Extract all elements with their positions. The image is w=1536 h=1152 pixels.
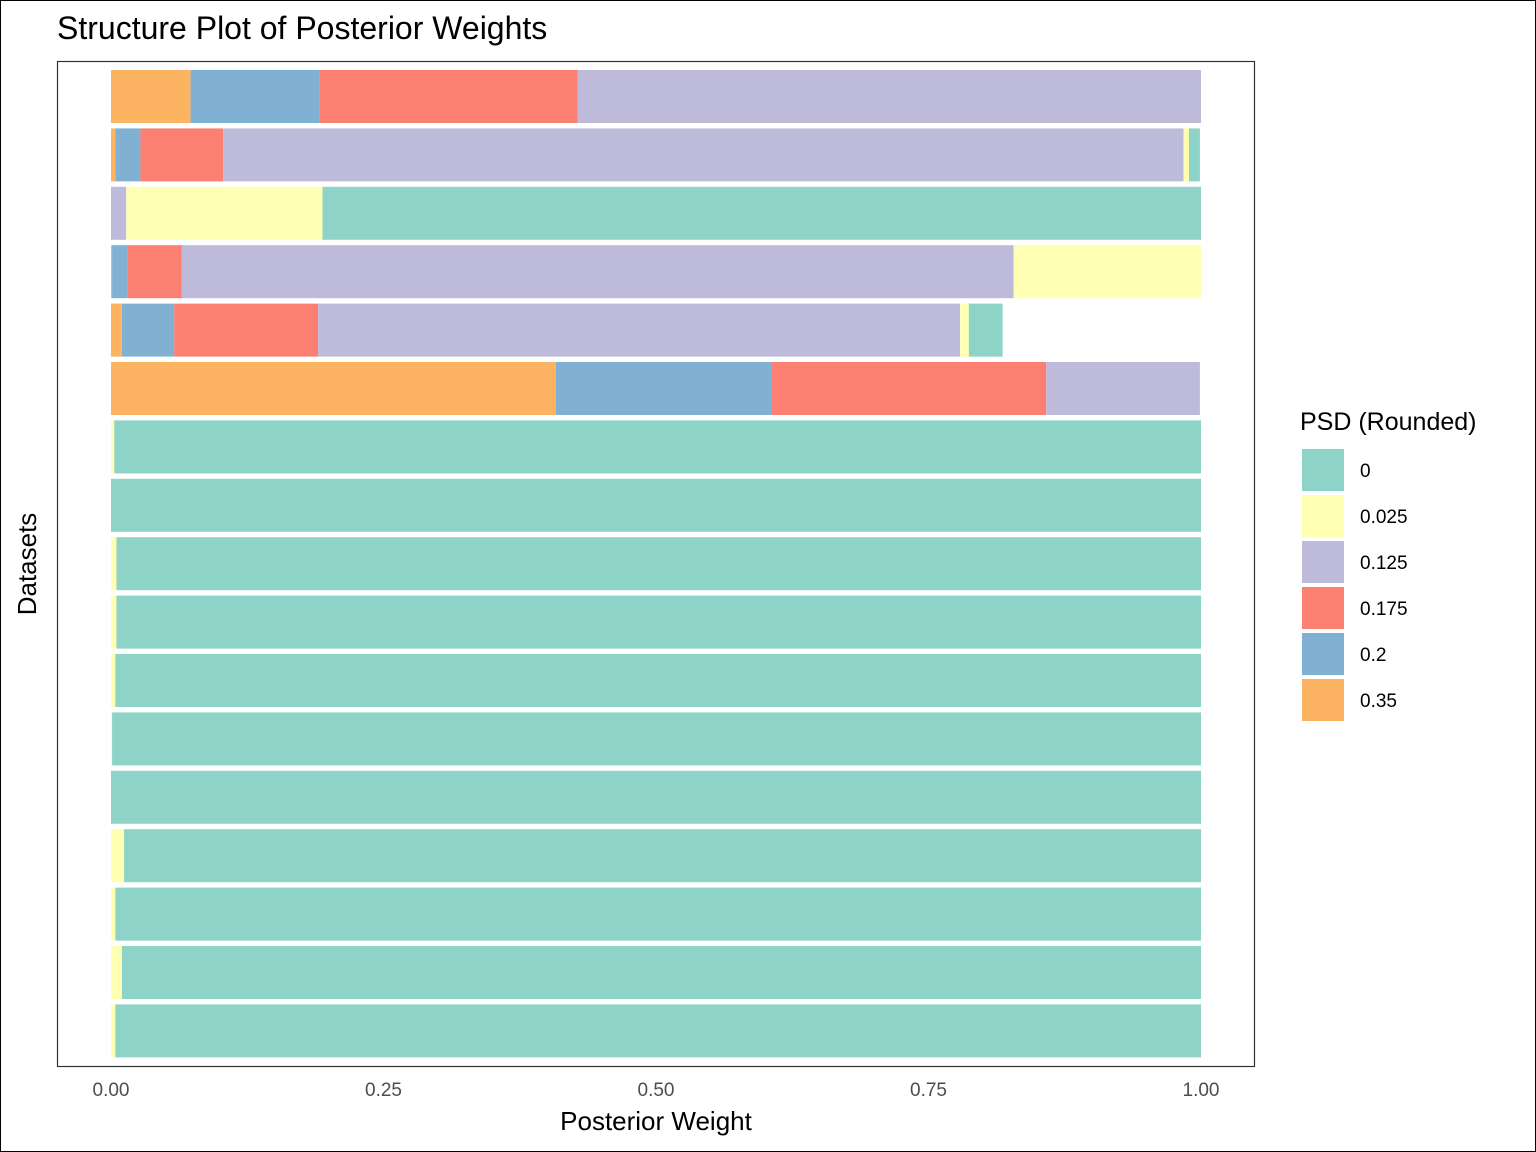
- bar-segment-row15-psd-0: [115, 887, 1202, 941]
- bar-segment-row10-psd-0: [116, 595, 1202, 649]
- bar-segment-row3-psd-0: [322, 186, 1202, 240]
- bar-segment-row5-psd-0.025: [960, 303, 969, 357]
- bar-segment-row1-psd-0.175: [319, 70, 578, 123]
- bar-segment-row5-psd-0.125: [318, 303, 961, 357]
- legend-label-0.175: 0.175: [1360, 599, 1408, 620]
- bar-segment-row2-psd-0.125: [223, 128, 1184, 182]
- bar-segment-row16-psd-0: [121, 946, 1201, 999]
- bar-segment-row10-psd-0.025: [111, 595, 117, 649]
- bar-segment-row5-psd-0.2: [121, 303, 175, 357]
- x-tick-label: 0.00: [93, 1080, 130, 1101]
- legend-label-0.2: 0.2: [1360, 645, 1386, 666]
- bar-segment-row4-psd-0.175: [127, 245, 182, 299]
- bar-segment-row6-psd-0.2: [555, 362, 772, 415]
- legend-key-0.2: [1302, 633, 1344, 675]
- bar-segment-row1-psd-0.125: [577, 70, 1201, 123]
- bar-segment-row5-psd-0.35: [111, 303, 122, 357]
- bar-segment-row7-psd-0.025: [111, 420, 115, 474]
- bar-segment-row4-psd-0.35: [111, 245, 113, 299]
- legend-key-0.35: [1302, 679, 1344, 721]
- bar-segment-row5-psd-0.175: [174, 303, 319, 357]
- bar-segment-row3-psd-0.125: [111, 186, 127, 240]
- legend-key-0.025: [1302, 495, 1344, 537]
- plot-panel-border: [56, 60, 1256, 1068]
- legend-title: PSD (Rounded): [1300, 408, 1476, 436]
- bar-segment-row1-psd-0.35: [111, 70, 191, 123]
- legend-key-0: [1302, 449, 1344, 491]
- legend-label-0.025: 0.025: [1360, 507, 1408, 528]
- bar-segment-row2-psd-0.2: [115, 128, 141, 182]
- y-axis-title: Datasets: [12, 513, 42, 616]
- chart-title: Structure Plot of Posterior Weights: [57, 10, 547, 46]
- bar-segment-row9-psd-0: [116, 537, 1202, 591]
- bar-segment-row4-psd-0.125: [181, 245, 1014, 299]
- bar-segment-row2-psd-0: [1189, 128, 1200, 182]
- bar-segment-row6-psd-0.35: [111, 362, 556, 415]
- bar-segment-row4-psd-0.2: [112, 245, 128, 299]
- bar-segment-row11-psd-0.025: [111, 654, 116, 707]
- bar-segment-row13-psd-0: [111, 770, 1201, 824]
- x-axis: 0.00 0.25 0.50 0.75 1.00: [93, 1080, 1220, 1101]
- legend-key-0.125: [1302, 541, 1344, 583]
- legend-label-0.35: 0.35: [1360, 691, 1397, 712]
- bar-segment-row17-psd-0: [115, 1004, 1202, 1058]
- bar-segment-row15-psd-0.025: [111, 887, 116, 941]
- bar-segment-row12-psd-0.025: [111, 712, 113, 766]
- x-tick-label: 0.75: [910, 1080, 947, 1101]
- bars-layer: [111, 70, 1202, 1058]
- bar-segment-row4-psd-0.025: [1013, 245, 1201, 299]
- legend-key-0.175: [1302, 587, 1344, 629]
- bar-segment-row2-psd-0.35: [111, 128, 116, 182]
- bar-segment-row6-psd-0.175: [771, 362, 1047, 415]
- bar-segment-row16-psd-0.025: [111, 946, 122, 999]
- bar-segment-row14-psd-0: [124, 829, 1202, 883]
- bar-segment-row7-psd-0: [114, 420, 1201, 474]
- x-tick-label: 0.25: [365, 1080, 402, 1101]
- legend: PSD (Rounded) 0 0.025 0.125 0.175 0.2 0.35: [1300, 408, 1476, 721]
- bar-segment-row11-psd-0: [115, 654, 1202, 707]
- bar-segment-row17-psd-0.025: [111, 1004, 116, 1058]
- bar-segment-row1-psd-0.2: [190, 70, 320, 123]
- bar-segment-row2-psd-0.175: [140, 128, 224, 182]
- x-tick-label: 0.50: [638, 1080, 675, 1101]
- bar-segment-row3-psd-0.025: [126, 186, 323, 240]
- bar-segment-row9-psd-0.025: [111, 537, 117, 591]
- bar-segment-row5-psd-0: [968, 303, 1003, 357]
- bar-segment-row12-psd-0: [112, 712, 1202, 766]
- bar-segment-row14-psd-0.025: [111, 829, 125, 883]
- bar-segment-row8-psd-0: [111, 478, 1201, 532]
- x-axis-title: Posterior Weight: [560, 1106, 752, 1136]
- bar-segment-row6-psd-0.125: [1046, 362, 1200, 415]
- bar-segment-row2-psd-0.025: [1183, 128, 1190, 182]
- x-tick-label: 1.00: [1183, 1080, 1220, 1101]
- legend-label-0.125: 0.125: [1360, 553, 1408, 574]
- legend-label-0: 0: [1360, 461, 1371, 482]
